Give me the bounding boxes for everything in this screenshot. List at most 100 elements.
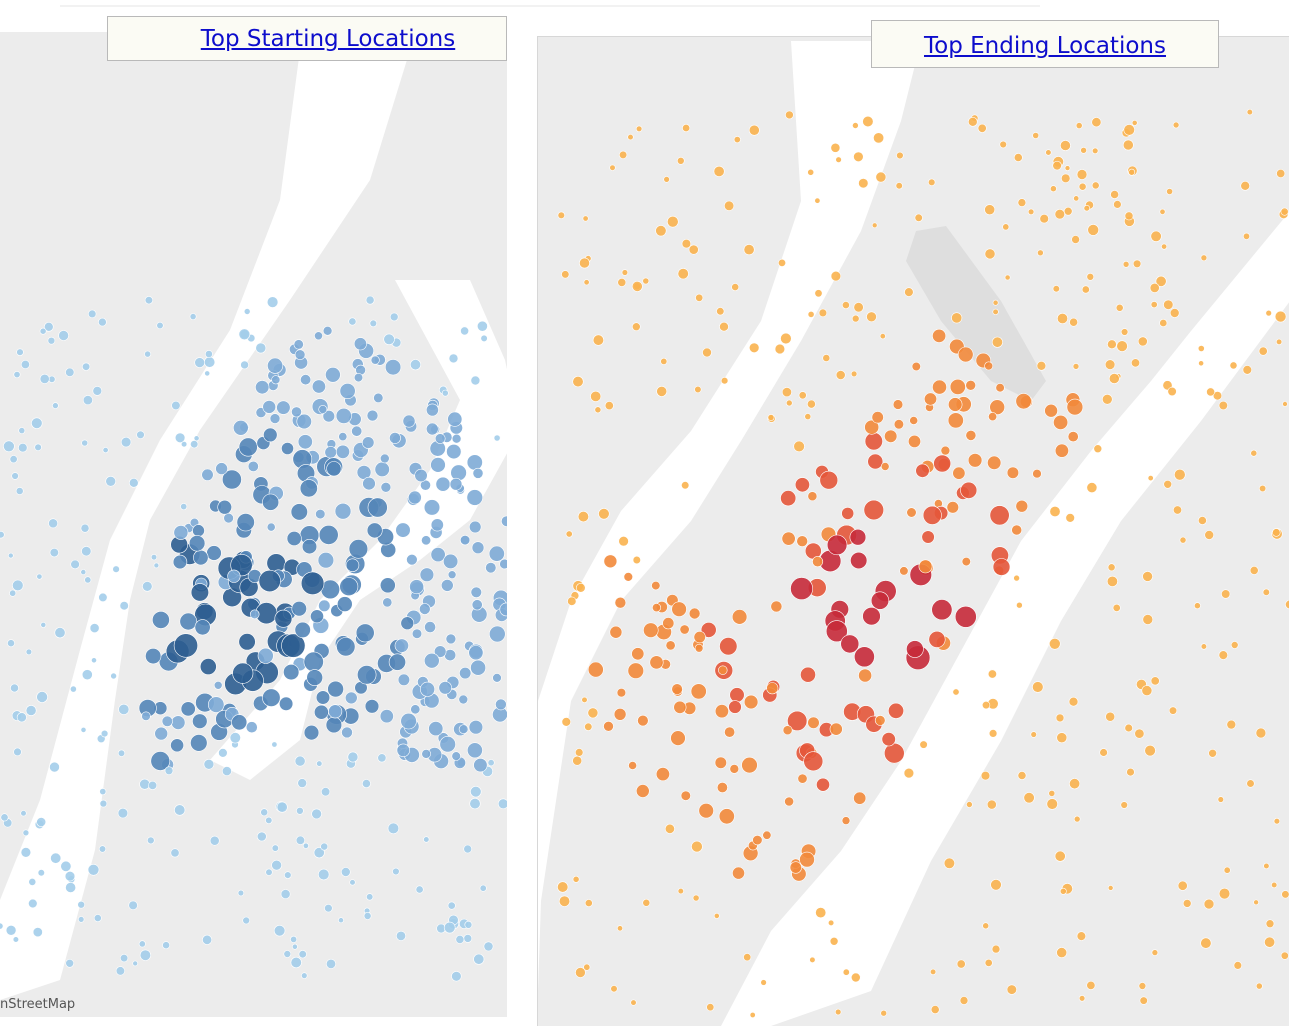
start-station-dot [421, 535, 432, 546]
end-station-dot [1217, 796, 1224, 803]
start-station-dot [49, 547, 59, 558]
start-locations-map[interactable] [0, 32, 507, 1017]
start-station-dot [468, 719, 484, 735]
end-station-dot [720, 377, 729, 385]
end-station-dot [1086, 980, 1096, 990]
end-station-dot [729, 764, 740, 774]
start-station-dot [87, 863, 100, 876]
end-station-dot [660, 357, 668, 365]
start-station-dot [434, 433, 446, 444]
start-station-dot [203, 758, 215, 770]
start-station-dot [180, 503, 188, 511]
start-station-dot [144, 350, 151, 358]
start-station-dot [324, 446, 337, 459]
end-station-dot [862, 606, 881, 626]
end-station-dot [984, 361, 994, 371]
end-station-dot [781, 531, 796, 546]
end-station-dot [682, 124, 691, 133]
start-station-dot [208, 696, 225, 713]
start-station-dot [472, 467, 484, 479]
start-station-dot [10, 683, 19, 693]
end-station-dot [749, 1011, 756, 1018]
start-station-dot [190, 734, 208, 752]
start-station-dot [232, 662, 254, 684]
start-station-dot [25, 648, 33, 656]
start-station-dot [199, 658, 217, 676]
end-station-dot [828, 919, 835, 927]
start-station-dot [347, 751, 359, 763]
end-station-dot [906, 507, 917, 518]
end-station-dot [1056, 947, 1068, 958]
end-station-dot [849, 528, 867, 546]
end-station-dot [1262, 588, 1270, 596]
end-station-dot [609, 164, 616, 171]
end-station-dot [864, 419, 880, 435]
end-station-dot [840, 634, 860, 654]
end-station-dot [558, 895, 571, 907]
start-station-dot [469, 797, 481, 810]
end-station-dot [782, 725, 793, 736]
end-station-dot [1053, 414, 1069, 430]
start-station-dot [345, 558, 360, 572]
end-station-dot [1039, 214, 1049, 224]
start-station-dot [267, 357, 284, 374]
end-station-dot [592, 334, 605, 346]
end-station-dot [1274, 310, 1287, 323]
end-title-link[interactable]: Top Ending Locations [924, 33, 1166, 59]
start-station-dot [297, 434, 313, 450]
end-station-dot [1069, 778, 1081, 790]
start-station-dot [50, 852, 62, 864]
start-station-dot [147, 836, 155, 845]
start-station-dot [40, 622, 47, 628]
start-station-dot [348, 539, 369, 559]
start-station-dot [238, 437, 258, 457]
end-station-dot [992, 299, 999, 306]
start-title-link[interactable]: Top Starting Locations [200, 26, 456, 52]
start-station-dot [362, 476, 376, 491]
start-station-dot [256, 831, 267, 842]
start-station-dot [349, 879, 356, 886]
end-station-dot [1200, 643, 1208, 650]
end-locations-map[interactable] [537, 36, 1289, 1026]
end-station-dot [893, 419, 905, 430]
start-station-dot [335, 407, 352, 424]
start-station-dot [281, 442, 294, 455]
end-station-dot [797, 773, 808, 784]
end-station-dot [884, 429, 898, 443]
start-station-dot [223, 512, 234, 524]
end-station-dot [749, 342, 760, 353]
end-station-dot [1091, 117, 1102, 128]
end-station-dot [992, 558, 1011, 576]
end-station-dot [621, 269, 629, 276]
end-station-dot [1265, 309, 1272, 317]
start-station-dot [339, 577, 359, 597]
start-station-dot [299, 479, 318, 498]
start-station-dot [328, 704, 343, 719]
start-station-dot [150, 751, 171, 771]
start-station-dot [425, 422, 439, 436]
end-station-dot [623, 572, 634, 582]
end-station-dot [1108, 373, 1120, 384]
end-station-dot [1122, 261, 1130, 268]
end-station-dot [815, 907, 827, 919]
start-station-dot [43, 321, 54, 332]
start-station-dot [171, 400, 181, 411]
end-station-dot [731, 609, 748, 625]
start-station-dot [144, 296, 153, 305]
start-station-dot [266, 522, 276, 532]
end-station-dot [951, 312, 963, 324]
end-station-dot [841, 301, 850, 309]
end-station-dot [1078, 182, 1087, 191]
start-station-dot [283, 950, 292, 958]
start-station-dot [70, 559, 80, 570]
end-station-dot [1159, 208, 1166, 215]
end-station-dot [1150, 676, 1160, 686]
end-station-dot [1120, 801, 1128, 809]
start-station-dot [448, 353, 459, 364]
end-station-dot [1151, 949, 1159, 956]
start-station-dot [117, 807, 129, 819]
end-station-dot [1204, 530, 1215, 540]
end-station-dot [1052, 160, 1062, 171]
end-station-dot [1115, 303, 1124, 312]
end-station-dot [906, 640, 924, 658]
